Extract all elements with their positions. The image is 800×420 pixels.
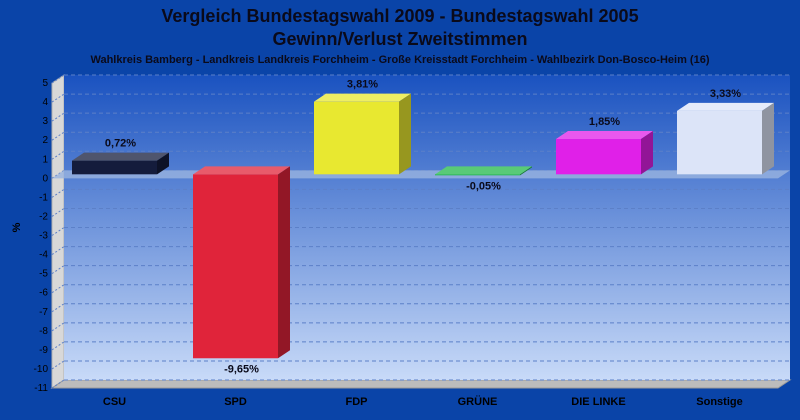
chart-subtitle: Wahlkreis Bamberg - Landkreis Landkreis … — [90, 54, 710, 66]
bar-spd — [193, 166, 290, 359]
value-label: -9,65% — [224, 363, 259, 375]
y-tick-label: -10 — [34, 364, 49, 375]
y-tick-label: -3 — [39, 231, 48, 242]
x-tick-label: DIE LINKE — [571, 396, 625, 408]
value-label: 3,33% — [710, 88, 741, 100]
bar-csu — [72, 152, 169, 175]
y-tick-label: -7 — [39, 307, 48, 318]
gridline-wall — [51, 284, 65, 294]
y-tick-label: 4 — [42, 97, 48, 108]
y-tick-label: 2 — [42, 135, 48, 146]
x-tick-label: FDP — [346, 396, 368, 408]
y-tick-label: -6 — [39, 288, 48, 299]
gridline-wall — [51, 227, 65, 236]
y-tick-label: -1 — [39, 192, 48, 203]
value-label: 0,72% — [105, 138, 136, 150]
bar-die-linke — [556, 131, 653, 175]
gridline-wall — [51, 131, 65, 141]
bar-side — [157, 152, 169, 175]
bar-side — [762, 102, 774, 175]
chart-title-line2: Gewinn/Verlust Zweitstimmen — [272, 29, 528, 49]
y-tick-label: -2 — [39, 211, 48, 222]
bar-fdp — [314, 93, 411, 175]
y-tick-label: 3 — [42, 116, 48, 127]
bar-top — [556, 131, 653, 140]
y-tick-label: -11 — [34, 383, 48, 394]
gridline-wall — [51, 265, 65, 275]
value-label: 3,81% — [347, 79, 378, 91]
bar-top — [435, 166, 532, 175]
bar-top — [677, 102, 774, 111]
value-label: -0,05% — [466, 180, 501, 192]
bar-side — [399, 93, 411, 175]
bar-front — [193, 174, 278, 359]
value-label: 1,85% — [589, 116, 620, 128]
gridline-wall — [51, 93, 65, 103]
y-tick-label: 5 — [42, 78, 48, 89]
bar-side — [278, 166, 290, 359]
bar-front — [435, 174, 520, 176]
gridline-wall — [51, 188, 65, 198]
gridline-wall — [51, 360, 65, 370]
y-tick-label: -8 — [39, 326, 48, 337]
y-axis-label: % — [11, 222, 23, 232]
bar-side — [641, 131, 653, 175]
gridline-wall — [51, 74, 65, 84]
gridline-wall — [51, 208, 65, 217]
gridline-wall — [51, 150, 65, 160]
gridline-wall — [51, 379, 65, 389]
gridline-wall — [51, 341, 65, 351]
bar-top — [72, 152, 169, 161]
chart-floor — [50, 379, 792, 389]
y-tick-label: -9 — [39, 345, 48, 356]
gridline-wall — [51, 112, 65, 122]
y-tick-label: -5 — [39, 269, 48, 280]
x-tick-label: GRÜNE — [458, 395, 498, 408]
gridline-wall — [51, 303, 65, 313]
x-tick-label: Sonstige — [696, 396, 742, 408]
x-tick-label: SPD — [224, 396, 247, 408]
bar-front — [556, 139, 641, 175]
chart-left-wall — [51, 74, 65, 389]
gridline-wall — [51, 169, 65, 179]
bar-side — [520, 166, 532, 176]
x-tick-label: CSU — [103, 396, 126, 408]
chart-title: Vergleich Bundestagswahl 2009 - Bundesta… — [161, 6, 639, 26]
bar-front — [314, 101, 399, 175]
gridline-wall — [51, 246, 65, 255]
bar-gr-ne — [435, 166, 532, 176]
bar-front — [677, 110, 762, 175]
y-tick-label: -4 — [39, 250, 48, 261]
bar-sonstige — [677, 102, 774, 175]
bar-top — [314, 93, 411, 102]
bar-top — [193, 166, 290, 175]
bar-front — [72, 160, 157, 175]
y-tick-label: 0 — [42, 173, 48, 184]
gridline-wall — [51, 322, 65, 332]
y-tick-label: 1 — [42, 154, 48, 165]
